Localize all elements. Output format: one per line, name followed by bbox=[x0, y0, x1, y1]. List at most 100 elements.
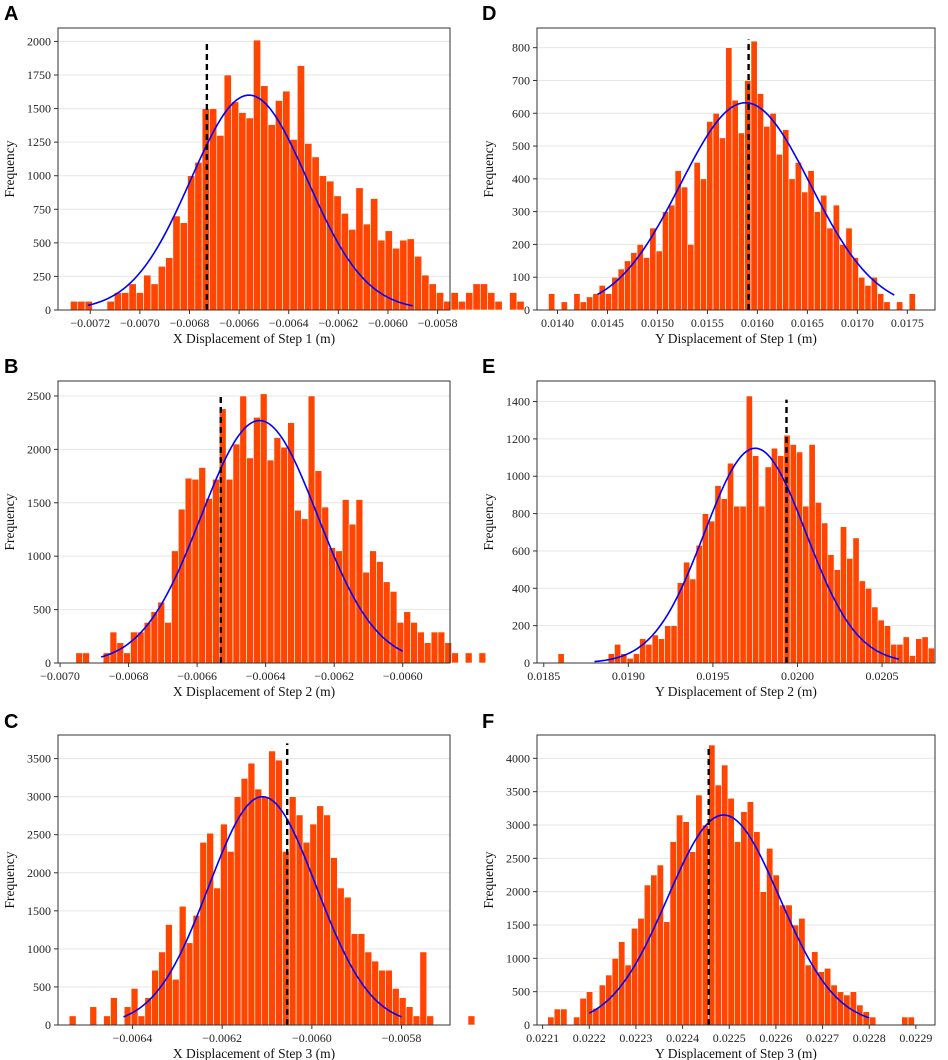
histogram-bar bbox=[586, 991, 594, 1026]
histogram-bar bbox=[798, 918, 806, 1026]
histogram-bar bbox=[745, 395, 753, 664]
histogram-bar bbox=[187, 175, 196, 311]
histogram-bar bbox=[296, 65, 305, 311]
histogram-bar bbox=[839, 244, 847, 311]
x-tick-label: 0.0226 bbox=[759, 1031, 792, 1045]
panel-c: C 0 500 1000 1500 2000 2500 3000 3500 −0.0064 −0.… bbox=[2, 711, 476, 1060]
histogram-bar bbox=[273, 437, 282, 664]
histogram-bar bbox=[734, 841, 742, 1026]
histogram-bar bbox=[557, 653, 565, 664]
histogram-bar bbox=[759, 891, 767, 1026]
histogram-bar bbox=[266, 459, 275, 664]
histogram-bar bbox=[645, 644, 653, 664]
histogram-bar bbox=[845, 227, 853, 311]
histogram-bar bbox=[268, 750, 276, 1026]
y-tick-label: 400 bbox=[512, 581, 530, 595]
histogram-bar bbox=[681, 186, 688, 311]
y-tick-label: 2000 bbox=[506, 885, 530, 899]
histogram-bar bbox=[516, 300, 525, 311]
y-tick-label: 800 bbox=[512, 507, 530, 521]
x-tick-label: 0.0229 bbox=[899, 1031, 932, 1045]
histogram-bar bbox=[227, 851, 235, 1026]
histogram-bar bbox=[362, 223, 371, 311]
histogram-bar bbox=[643, 884, 651, 1026]
histogram-bar bbox=[843, 994, 851, 1026]
histogram-bar bbox=[300, 518, 309, 664]
x-tick-label: 0.0155 bbox=[691, 316, 724, 330]
y-tick-label: 500 bbox=[33, 603, 51, 617]
histogram-bar bbox=[428, 283, 437, 311]
histogram-bar bbox=[788, 178, 796, 311]
histogram-bar bbox=[804, 964, 812, 1026]
histogram-bar bbox=[727, 462, 734, 664]
histogram-bar bbox=[157, 601, 165, 664]
histogram-bar bbox=[573, 1016, 581, 1026]
histogram-bar bbox=[658, 638, 665, 664]
panel-letter: C bbox=[4, 711, 18, 733]
histogram-bar bbox=[75, 652, 83, 664]
histogram-bar bbox=[896, 301, 904, 311]
histogram-bar bbox=[216, 135, 225, 311]
histogram-bar bbox=[205, 498, 213, 664]
y-tick-label: 1500 bbox=[506, 918, 530, 932]
histogram-bar bbox=[824, 968, 832, 1026]
histogram-bar bbox=[171, 550, 179, 664]
y-tick-label: 2500 bbox=[506, 851, 530, 865]
histogram-bar bbox=[883, 301, 891, 311]
y-tick-label: 0 bbox=[45, 656, 51, 670]
histogram-bar bbox=[116, 642, 124, 664]
histogram-bar bbox=[179, 222, 188, 311]
histogram-bar bbox=[764, 466, 772, 664]
histogram-bar bbox=[864, 285, 872, 311]
x-axis-label: Y Displacement of Step 3 (m) bbox=[655, 1046, 817, 1060]
histogram-bar bbox=[406, 238, 415, 311]
histogram-bar bbox=[458, 300, 466, 311]
histogram-bar bbox=[802, 505, 810, 664]
x-tick-label: −0.0068 bbox=[109, 669, 149, 683]
histogram-bar bbox=[663, 921, 671, 1026]
histogram-bar bbox=[752, 455, 760, 664]
y-tick-label: 800 bbox=[512, 41, 530, 55]
plot-frame bbox=[57, 27, 451, 311]
y-tick-label: 0 bbox=[45, 1018, 51, 1032]
histogram-bar bbox=[178, 508, 186, 664]
histogram-bar bbox=[259, 393, 268, 664]
y-tick-label: 3500 bbox=[506, 785, 530, 799]
histogram-bar bbox=[579, 301, 587, 311]
x-axis-label: X Displacement of Step 3 (m) bbox=[173, 1046, 335, 1060]
histogram-bar bbox=[382, 581, 391, 664]
y-tick-label: 3000 bbox=[506, 818, 530, 832]
histogram-bar bbox=[737, 132, 745, 311]
x-tick-label: −0.0058 bbox=[382, 1031, 422, 1045]
histogram-bar bbox=[813, 211, 821, 311]
histogram-bar bbox=[423, 642, 432, 664]
histogram-bar bbox=[693, 162, 701, 311]
y-tick-label: 250 bbox=[33, 269, 51, 283]
y-tick-label: 3000 bbox=[27, 790, 51, 804]
histogram-bar bbox=[328, 547, 336, 664]
histogram-bar bbox=[779, 904, 787, 1026]
x-tick-label: 0.0150 bbox=[641, 316, 674, 330]
x-tick-label: 0.0205 bbox=[866, 669, 899, 683]
x-tick-label: 0.0175 bbox=[891, 316, 924, 330]
histogram-bar bbox=[626, 658, 634, 664]
histogram-bar bbox=[246, 457, 254, 664]
histogram-bar bbox=[355, 499, 364, 664]
histogram-bar bbox=[225, 478, 234, 664]
x-tick-label: 0.0200 bbox=[781, 669, 814, 683]
histogram-bar bbox=[858, 580, 866, 664]
histogram-bar bbox=[194, 161, 203, 311]
x-tick-label: −0.0070 bbox=[120, 316, 160, 330]
x-tick-label: 0.0165 bbox=[791, 316, 824, 330]
histogram-bar bbox=[656, 864, 664, 1026]
histogram-bar bbox=[598, 285, 606, 311]
histogram-bar bbox=[871, 606, 879, 664]
y-tick-label: 1400 bbox=[506, 395, 530, 409]
x-tick-label: 0.0140 bbox=[541, 316, 574, 330]
histogram-bar bbox=[403, 611, 411, 664]
histogram-bar bbox=[670, 625, 678, 664]
histogram-bar bbox=[877, 619, 885, 664]
histogram-bar bbox=[706, 121, 714, 311]
panel-letter: E bbox=[482, 356, 495, 378]
histogram-bar bbox=[450, 292, 459, 311]
